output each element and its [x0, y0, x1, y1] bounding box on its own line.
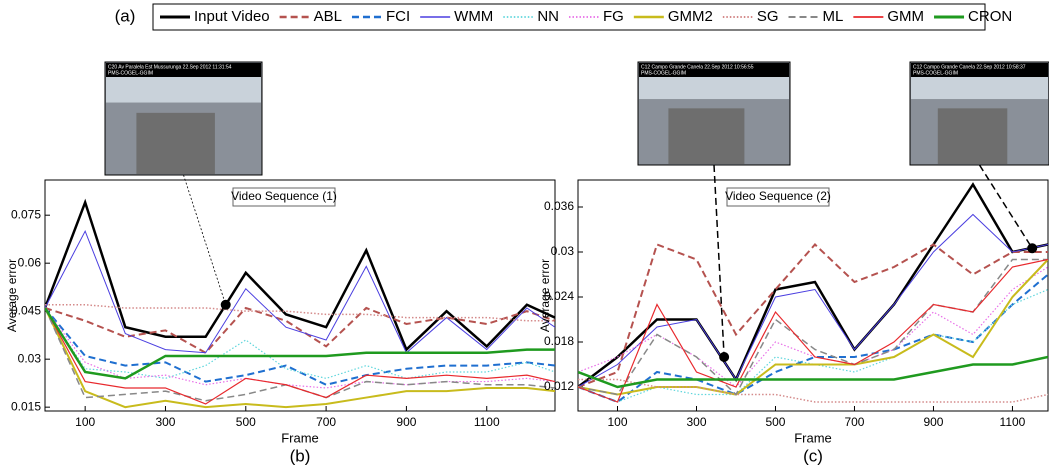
- x-axis-label: Frame: [281, 430, 319, 445]
- thumbnail-caption-bg: [106, 63, 261, 77]
- y-tick-label: 0.03: [18, 351, 42, 365]
- series-line: [45, 307, 555, 380]
- series-line: [578, 355, 1048, 389]
- legend-label: NN: [537, 8, 559, 25]
- chart-title: Video Sequence (2): [725, 189, 831, 203]
- plot-area: [577, 179, 1049, 412]
- series-line: [578, 258, 1048, 403]
- x-tick-label: 100: [75, 415, 95, 429]
- x-axis-label: Frame: [794, 430, 832, 445]
- thumbnail-caption: C12 Campo Grande Canela 22.Sep 2012 10:5…: [641, 64, 754, 70]
- thumbnail-road: [136, 112, 215, 174]
- y-tick-label: 0.06: [18, 255, 42, 269]
- thumbnail-sub: PMS-COGEL-GGIM: [108, 70, 153, 76]
- x-tick-label: 900: [396, 415, 416, 429]
- panel-label: (c): [803, 446, 823, 465]
- series-group: [45, 198, 555, 409]
- legend-label: WMM: [454, 8, 493, 25]
- legend-label: GMM: [887, 8, 924, 25]
- x-tick-label: 700: [844, 415, 864, 429]
- thumbnail-road: [937, 108, 1008, 164]
- panel-label: (b): [290, 446, 311, 465]
- thumbnail-caption: C12 Campo Grande Canela 22.Sep 2012 10:5…: [913, 64, 1026, 70]
- series-line: [578, 213, 1048, 388]
- x-tick-label: 100: [607, 415, 627, 429]
- series-line: [45, 198, 555, 352]
- y-axis-label: Average error: [538, 259, 552, 332]
- x-tick-label: 300: [686, 415, 706, 429]
- thumbnail-sub: PMS-COGEL-GGIM: [641, 70, 686, 76]
- x-tick-label: 1100: [1000, 415, 1026, 429]
- series-group: [578, 182, 1048, 404]
- x-tick-label: 500: [765, 415, 785, 429]
- figure-label: (a): [115, 6, 136, 25]
- title-box: [232, 187, 336, 207]
- thumbnail-caption-bg: [639, 63, 789, 77]
- y-tick-label: 0.03: [551, 244, 575, 258]
- legend-label: FCI: [386, 8, 410, 25]
- series-line: [45, 229, 555, 354]
- y-tick-label: 0.045: [11, 303, 41, 317]
- legend-label: ABL: [314, 8, 342, 25]
- x-tick-label: 700: [316, 415, 336, 429]
- thumbnail-caption-bg: [911, 63, 1048, 77]
- y-tick-label: 0.036: [544, 199, 574, 213]
- x-tick-label: 900: [923, 415, 943, 429]
- thumbnail-sub: PMS-COGEL-GGIM: [913, 70, 958, 76]
- series-line: [45, 307, 555, 386]
- legend-label: GMM2: [668, 8, 713, 25]
- chart-title: Video Sequence (1): [231, 189, 337, 203]
- series-line: [45, 307, 555, 379]
- series-line: [578, 378, 1048, 403]
- marker: [220, 299, 231, 310]
- y-tick-label: 0.075: [11, 207, 41, 221]
- y-tick-label: 0.018: [544, 334, 574, 348]
- x-tick-label: 500: [236, 415, 256, 429]
- y-tick-label: 0.012: [544, 379, 574, 393]
- connector: [978, 164, 1033, 249]
- series-line: [578, 243, 1048, 388]
- y-tick-label: 0.024: [544, 289, 574, 303]
- plot-area: [44, 179, 556, 412]
- legend-label: CRON: [968, 8, 1012, 25]
- thumbnail-caption: C20 Av Paralela Est Mussurunga 22.Sep 20…: [108, 64, 232, 70]
- connector: [713, 164, 725, 358]
- legend-label: Input Video: [194, 8, 270, 25]
- marker: [719, 352, 730, 362]
- series-line: [578, 258, 1048, 396]
- x-tick-label: 1100: [474, 415, 500, 429]
- marker: [1027, 243, 1038, 254]
- connector: [183, 174, 227, 305]
- legend-label: FG: [603, 8, 624, 25]
- title-box: [726, 187, 830, 207]
- x-tick-label: 300: [155, 415, 175, 429]
- series-line: [45, 307, 555, 405]
- y-tick-label: 0.015: [11, 399, 41, 413]
- thumbnail-road: [668, 108, 745, 164]
- series-line: [578, 273, 1048, 404]
- y-axis-label: Average error: [5, 259, 19, 332]
- legend-label: ML: [823, 8, 844, 25]
- series-line: [578, 182, 1048, 388]
- series-line: [45, 307, 555, 409]
- legend-label: SG: [757, 8, 779, 25]
